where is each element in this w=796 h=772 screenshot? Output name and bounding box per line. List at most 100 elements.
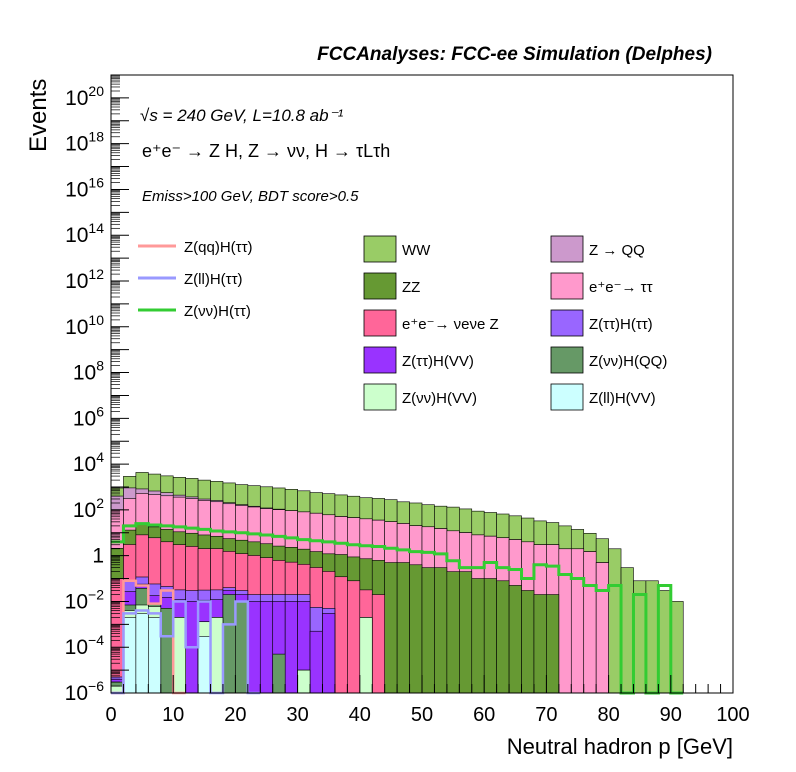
bar-ww-43: [645, 580, 659, 694]
legend-box-z-h-vv: [363, 383, 397, 411]
y-tick-label: 10−2: [65, 586, 105, 613]
legend-label: Z(νν)H(ττ): [184, 303, 251, 320]
y-tick-label: 104: [73, 449, 104, 476]
bar-zz-34: [533, 594, 547, 694]
legend-box-ww: [363, 235, 397, 263]
bar-ww-41: [620, 567, 634, 694]
x-tick-label: 10: [162, 704, 184, 726]
x-tick-label: 80: [597, 704, 619, 726]
x-tick-label: 0: [105, 704, 116, 726]
legend-label: WW: [402, 242, 431, 259]
bar-z-ll-h-vv-7: [197, 636, 211, 694]
bar-z-h-vv-14: [284, 601, 298, 694]
legend-label: Z(ττ)H(ττ): [589, 316, 653, 333]
bar-e-e-37: [570, 548, 585, 694]
bar-e-e-e-e-z-0: [110, 578, 124, 694]
legend-box-z-h-vv: [363, 346, 397, 374]
bar-z-h-vv-20: [359, 617, 373, 694]
x-tick-label: 70: [535, 704, 557, 726]
bar-z-h-qq-4: [160, 608, 174, 694]
bar-e-e-e-e-z-21: [371, 594, 385, 694]
bar-z-ll-h-vv-1: [123, 617, 137, 694]
bar-zz-24: [409, 564, 423, 694]
x-tick-label: 20: [224, 704, 246, 726]
chart-title: FCCAnalyses: FCC-ee Simulation (Delphes): [317, 44, 712, 65]
y-axis-label: Events: [25, 79, 52, 152]
x-axis-label: Neutral hadron p [GeV]: [507, 734, 733, 759]
legend-box-z-h: [550, 309, 584, 337]
annotation-cuts: Emiss>100 GeV, BDT score>0.5: [142, 188, 359, 205]
bar-z-ll-h-vv-3: [148, 617, 162, 694]
legend-label: Z(ll)H(VV): [589, 390, 656, 407]
y-tick-label: 102: [73, 495, 104, 522]
bar-zz-30: [483, 578, 497, 694]
legend-label: e⁺e⁻→ ττ: [589, 279, 653, 296]
bar-z-h-vv-12: [259, 601, 274, 694]
bar-z-h-vv-5: [172, 617, 186, 694]
bar-zz-23: [396, 562, 410, 694]
bar-zz-29: [471, 578, 485, 694]
y-tick-label: 1010: [65, 312, 104, 339]
legend-label: e⁺e⁻→ νeνe Z: [402, 316, 499, 333]
legend-label: Z → QQ: [589, 242, 645, 259]
bar-zz-26: [434, 567, 448, 694]
legend-box-z-ll-h-vv: [550, 383, 584, 411]
bar-zz-35: [546, 594, 560, 694]
bar-e-e-e-e-z-18: [334, 576, 348, 694]
bar-z-h-qq-9: [222, 594, 236, 694]
bar-zz-33: [521, 590, 535, 694]
overlay-histograms: [111, 522, 684, 695]
stacked-histograms: [110, 472, 684, 694]
bar-ww-42: [633, 580, 647, 694]
legend-label: Z(νν)H(VV): [402, 390, 477, 407]
y-tick-label: 1018: [65, 129, 104, 156]
x-tick-label: 40: [349, 704, 371, 726]
legend-label: Z(ll)H(ττ): [184, 271, 243, 288]
bar-z-h-qq-10: [235, 601, 249, 694]
legend-label: ZZ: [402, 279, 420, 296]
bar-ww-40: [608, 548, 622, 694]
x-axis-ticks: 0 10 20 30 40 50 60 70 80 90 100: [105, 675, 750, 726]
x-tick-label: 50: [411, 704, 433, 726]
x-tick-label: 100: [716, 704, 749, 726]
y-tick-label: 1: [92, 545, 104, 568]
series-z-ll-h-vv: [123, 613, 211, 694]
bar-zz-22: [384, 562, 398, 694]
bar-e-e-38: [583, 551, 597, 694]
legend-label: Z(νν)H(QQ): [589, 353, 667, 370]
bar-z-h-vv-17: [322, 613, 336, 694]
line-z-ll-h: [111, 600, 261, 695]
y-axis-ticks: 10−6 10−4 10−2 1 102 104 106 108 1010 1012 1014 101…: [65, 74, 129, 705]
y-tick-label: 108: [73, 358, 104, 385]
x-tick-label: 30: [286, 704, 308, 726]
legend-label: Z(qq)H(ττ): [184, 239, 253, 256]
bar-z-h-qq-13: [272, 653, 286, 694]
bar-zz-32: [508, 585, 522, 694]
y-tick-label: 10−4: [65, 632, 105, 659]
bar-zz-27: [446, 571, 460, 694]
y-tick-label: 1016: [65, 174, 104, 201]
legend: Z(qq)H(ττ) Z(ll)H(ττ) Z(νν)H(ττ) WW Z → QQ ZZ…: [138, 235, 667, 411]
annotations: √s = 240 GeV, L=10.8 ab⁻¹ e⁺e⁻ → Z H, Z …: [140, 106, 390, 205]
bar-ww-45: [670, 601, 684, 694]
bar-z-h-vv-16: [309, 630, 323, 694]
bar-z-h-vv-15: [297, 669, 311, 694]
y-tick-label: 106: [73, 403, 104, 430]
x-tick-label: 60: [473, 704, 495, 726]
bar-z-h-vv-11: [247, 601, 261, 694]
legend-box-zz: [363, 272, 397, 300]
bar-ww-44: [658, 590, 672, 694]
legend-box-z-qq: [550, 235, 584, 263]
bar-zz-28: [459, 571, 473, 694]
x-tick-label: 90: [660, 704, 682, 726]
y-tick-label: 1012: [65, 266, 104, 293]
bar-e-e-e-e-z-19: [347, 580, 361, 694]
bar-z-h-vv-8: [210, 617, 224, 694]
line-z-h: [111, 522, 684, 695]
bar-e-e-36: [558, 548, 572, 694]
annotation-process: e⁺e⁻ → Z H, Z → νν, H → τLτh: [142, 141, 390, 161]
bar-zz-25: [421, 567, 435, 694]
legend-box-z-h-qq: [550, 346, 584, 374]
y-tick-label: 1020: [65, 83, 104, 110]
